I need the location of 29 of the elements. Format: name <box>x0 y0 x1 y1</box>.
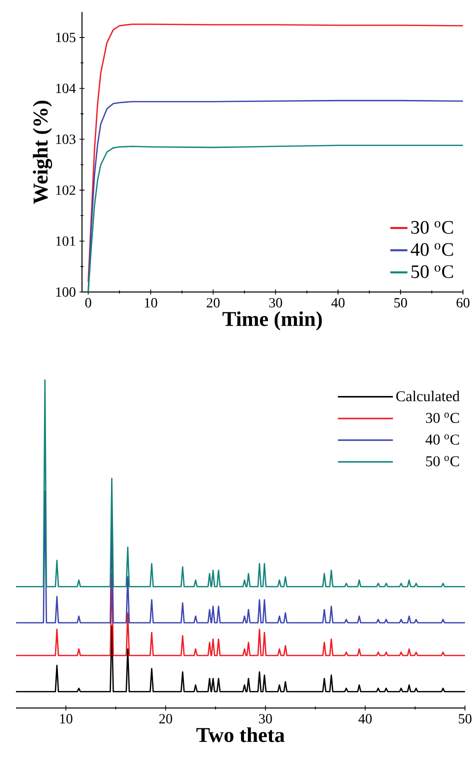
legend-label: 30 $^{o}$C <box>411 221 453 234</box>
x-tick-label: 10 <box>144 298 158 308</box>
y-tick-label: 104 <box>56 84 76 94</box>
x-tick-label: 30 <box>259 714 272 724</box>
y-tick-label: 103 <box>56 134 76 144</box>
x-tick-label: 50 <box>394 298 407 308</box>
y-tick-label: 102 <box>56 185 76 195</box>
x-tick-label: 40 <box>331 298 345 308</box>
x-tick-label: 40 <box>358 714 372 724</box>
legend-label: 40 $^{o}$C <box>426 434 459 445</box>
y-axis-title: Weight (%) <box>32 100 52 204</box>
y-tick-label: 105 <box>56 32 76 42</box>
x-tick-label: 20 <box>159 714 172 724</box>
x-axis-title: Time (min) <box>222 311 322 330</box>
x-tick-label: 0 <box>85 298 92 308</box>
x-tick-label: 60 <box>456 298 470 308</box>
line-series <box>88 24 464 282</box>
x-tick-label: 50 <box>458 714 472 724</box>
legend-label: Calculated <box>396 390 460 402</box>
legend-label: 50 $^{o}$C <box>412 265 453 278</box>
y-tick-label: 101 <box>56 236 76 246</box>
x-tick-label: 10 <box>60 714 72 724</box>
y-tick-label: 100 <box>56 287 76 297</box>
legend-label: 40 $^{o}$C <box>410 243 453 256</box>
legend-label: 30 $^{o}$C <box>426 412 459 423</box>
x-tick-label: 30 <box>269 298 282 308</box>
x-axis-title: Two theta <box>196 727 285 742</box>
legend-label: 50 $^{o}$C <box>426 456 459 466</box>
x-tick-label: 20 <box>206 298 220 308</box>
